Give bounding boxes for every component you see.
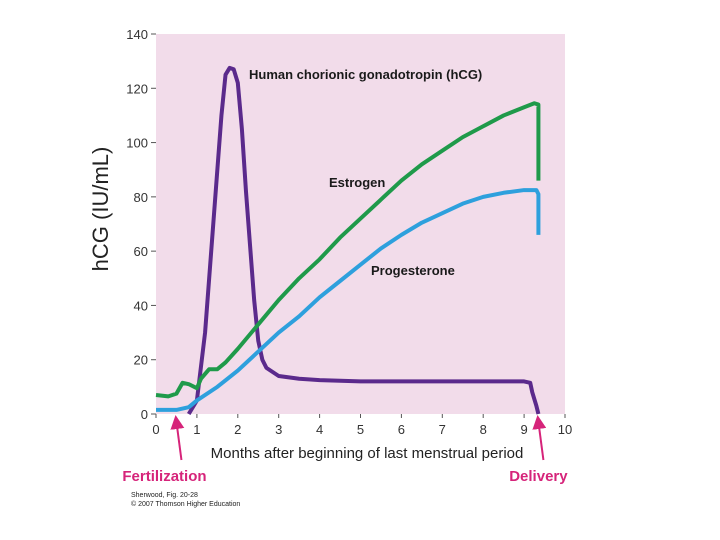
y-tick-label: 20 <box>134 353 148 368</box>
series-layer <box>155 65 541 416</box>
event-label: Delivery <box>509 468 568 485</box>
x-tick-label: 4 <box>316 422 323 437</box>
x-tick-label: 7 <box>439 422 446 437</box>
y-tick-label: 60 <box>134 244 148 259</box>
event-arrow <box>532 415 547 461</box>
x-tick-label: 8 <box>480 422 487 437</box>
y-tick-label: 100 <box>126 136 148 151</box>
series-label-progesterone: Progesterone <box>371 263 455 278</box>
x-tick-label: 1 <box>193 422 200 437</box>
x-tick-label: 0 <box>152 422 159 437</box>
event-annotations: Fertilization Delivery <box>122 415 568 485</box>
y-tick-label: 80 <box>134 190 148 205</box>
credit-line-2: © 2007 Thomson Higher Education <box>131 501 241 508</box>
y-tick-label: 140 <box>126 27 148 42</box>
credit-line-1: Sherwood, Fig. 20-28 <box>131 492 198 499</box>
event-label: Fertilization <box>122 468 206 485</box>
plot-background <box>156 34 565 414</box>
series-line-1 <box>155 101 541 399</box>
y-axis-ticks: 0 20 40 60 80 100 120 140 <box>126 27 156 422</box>
y-axis-label: hCG (IU/mL) <box>88 147 113 272</box>
x-tick-label: 9 <box>520 422 527 437</box>
series-label-hcg: Human chorionic gonadotropin (hCG) <box>249 67 482 82</box>
series-line-2 <box>156 188 541 412</box>
x-tick-label: 6 <box>398 422 405 437</box>
event-arrow <box>170 415 185 461</box>
series-label-estrogen: Estrogen <box>329 175 385 190</box>
x-tick-label: 10 <box>558 422 572 437</box>
y-tick-label: 120 <box>126 81 148 96</box>
x-tick-label: 5 <box>357 422 364 437</box>
x-tick-label: 3 <box>275 422 282 437</box>
y-tick-label: 40 <box>134 298 148 313</box>
y-tick-label: 0 <box>141 407 148 422</box>
x-axis-ticks: 0 1 2 3 4 5 6 7 8 9 10 <box>152 414 572 437</box>
x-tick-label: 2 <box>234 422 241 437</box>
x-axis-label: Months after beginning of last menstrual… <box>211 445 524 462</box>
